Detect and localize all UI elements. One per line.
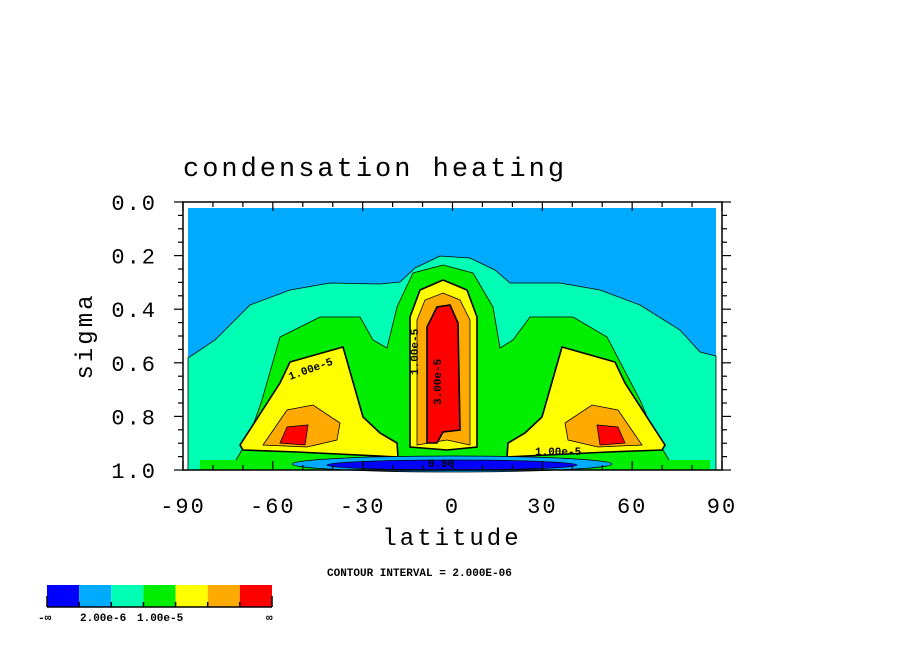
x-tick-label: 60 — [617, 495, 647, 520]
colorbar-swatch — [47, 585, 80, 607]
y-axis-label: sigma — [73, 292, 100, 379]
y-tick-label: 0.0 — [111, 192, 157, 217]
contour-label: 1.00e-5 — [535, 447, 582, 459]
fill-red-south — [279, 424, 309, 446]
colorbar-label: 2.00e-6 — [80, 613, 126, 625]
y-tick-label: 0.6 — [111, 353, 157, 378]
colorbar-label-inf: ∞ — [266, 613, 273, 625]
x-tick-label: -30 — [340, 495, 386, 520]
colorbar-ticks — [46, 596, 273, 608]
x-tick-label: 30 — [527, 495, 557, 520]
x-axis-label: latitude — [382, 526, 521, 553]
y-tick-label: 0.4 — [111, 299, 157, 324]
y-tick-label: 0.8 — [111, 406, 157, 431]
axis-ticks: -90 -60 -30 0 30 60 90 0.0 0.2 0.4 0.6 0.8 1.0 — [111, 192, 737, 520]
colorbar — [46, 585, 273, 608]
x-tick-label: -90 — [160, 495, 206, 520]
contour-label: 0.00 — [428, 459, 454, 471]
colorbar-swatch — [143, 585, 176, 607]
colorbar-swatch — [79, 585, 112, 607]
contour-label: 3.00e-5 — [433, 358, 445, 405]
chart-title: condensation heating — [183, 155, 567, 185]
contour-label: 1.00e-5 — [410, 328, 422, 375]
colorbar-swatch — [111, 585, 144, 607]
x-tick-label: 90 — [707, 495, 737, 520]
fill-red-north — [596, 424, 626, 446]
y-tick-label: 0.2 — [111, 246, 157, 271]
colorbar-swatch — [239, 585, 272, 607]
colorbar-label: 1.00e-5 — [137, 613, 184, 625]
x-tick-label: 0 — [445, 495, 460, 520]
contour-fills — [187, 208, 717, 473]
x-tick-label: -60 — [250, 495, 296, 520]
y-tick-label: 1.0 — [111, 460, 157, 485]
contour-interval-text: CONTOUR INTERVAL = 2.000E-06 — [327, 568, 512, 580]
colorbar-swatch — [175, 585, 208, 607]
colorbar-label-neg-inf: -∞ — [38, 613, 52, 625]
fill-red-tropics — [426, 304, 461, 444]
colorbar-swatch — [207, 585, 240, 607]
